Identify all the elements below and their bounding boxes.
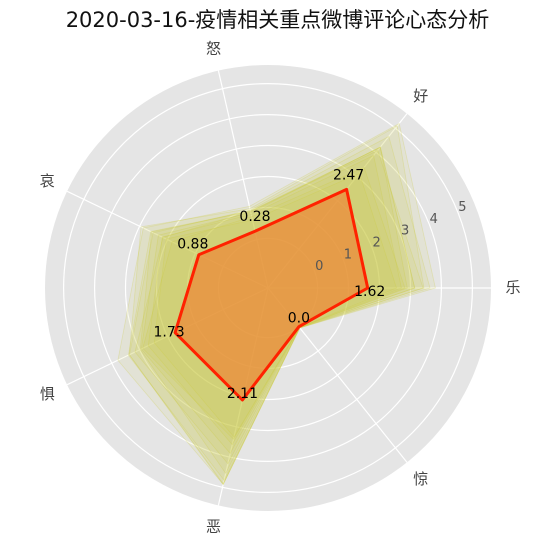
axis-label-2: 怒 [206, 40, 221, 58]
radial-tick-label-0: 0 [315, 259, 323, 274]
radial-tick-label-4: 4 [430, 212, 438, 227]
data-label-4: 1.73 [154, 325, 185, 341]
data-label-0: 1.62 [354, 284, 385, 300]
data-label-6: 0.0 [288, 311, 310, 327]
radial-tick-label-1: 1 [344, 247, 352, 262]
radial-tick-label-5: 5 [458, 200, 466, 215]
radial-tick-label-2: 2 [372, 236, 380, 251]
data-label-2: 0.28 [239, 209, 270, 225]
axis-label-4: 惧 [40, 385, 55, 403]
axis-label-0: 乐 [505, 279, 520, 297]
axis-label-1: 好 [413, 87, 428, 105]
axis-label-3: 哀 [40, 172, 55, 190]
chart-title: 2020-03-16-疫情相关重点微博评论心态分析 [65, 8, 490, 32]
radial-tick-label-3: 3 [401, 224, 409, 239]
highlight-series-area [173, 187, 370, 402]
data-label-1: 2.47 [333, 167, 364, 183]
axis-label-6: 惊 [413, 470, 428, 488]
axis-label-5: 恶 [206, 517, 221, 535]
data-label-3: 0.88 [177, 237, 208, 253]
data-label-5: 2.11 [227, 386, 258, 402]
